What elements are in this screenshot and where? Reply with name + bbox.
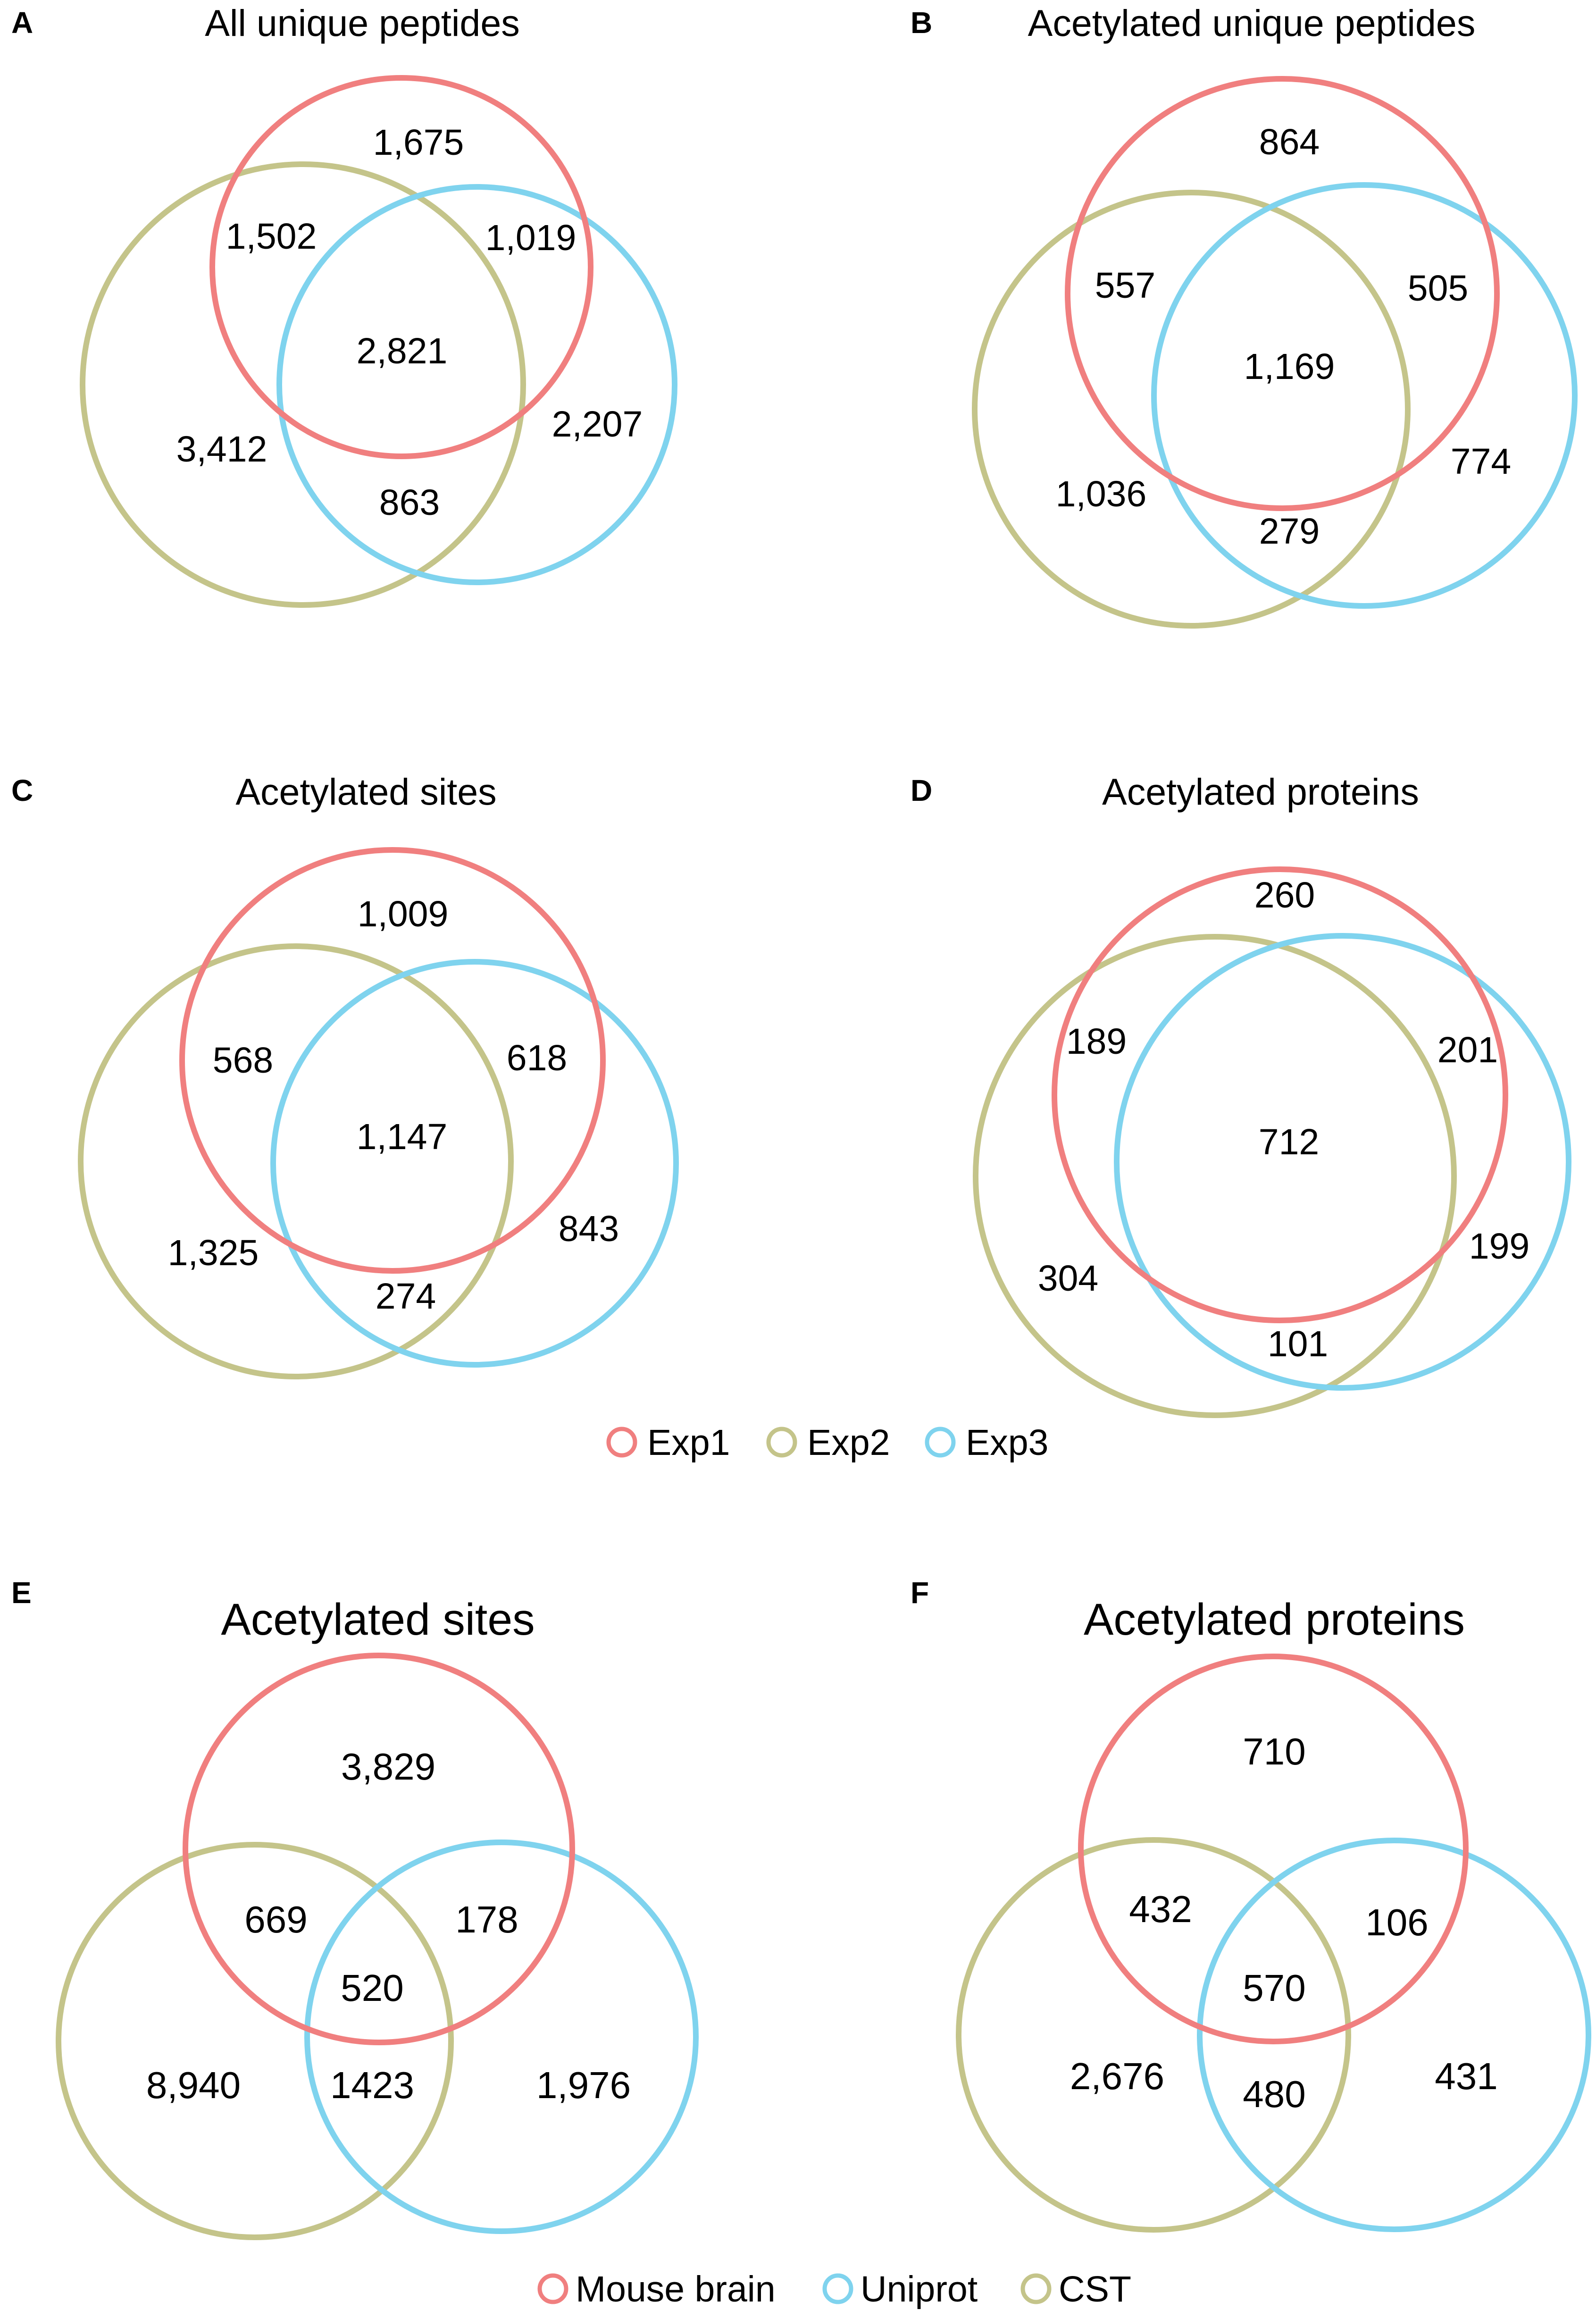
panel-f-circle-uniprot	[1197, 1838, 1591, 2232]
panel-label-d: D	[911, 773, 932, 807]
panel-b-exp2-only: 1,036	[1056, 474, 1147, 514]
panel-d-exp3-only: 199	[1469, 1226, 1529, 1267]
panel-c-all-three: 1,147	[357, 1117, 448, 1157]
panel-c-circle-exp3	[270, 959, 679, 1368]
panel-e-uniprot-only: 1,976	[536, 2064, 631, 2106]
legend-uniprot-marker	[822, 2273, 853, 2304]
panel-d-exp2-only: 304	[1038, 1258, 1098, 1299]
panel-a-exp2-exp3: 863	[379, 482, 440, 523]
legend-exp2-marker	[766, 1427, 797, 1458]
legend-source: Mouse brain Uniprot CST	[537, 2269, 1131, 2310]
panel-d-exp2-exp3: 101	[1268, 1324, 1328, 1364]
panel-b-exp3-only: 774	[1451, 441, 1511, 482]
panel-e-mouse-uniprot: 178	[455, 1898, 518, 1940]
panel-a-exp1-exp3: 1,019	[485, 218, 577, 258]
panel-label-b: B	[911, 6, 932, 40]
panel-e-circle-mouse	[183, 1653, 575, 2045]
panel-a: A All unique peptides 1,675 1,502 1,019 …	[11, 2, 677, 608]
panel-c-exp3-only: 843	[559, 1209, 619, 1249]
panel-c-exp2-exp3: 274	[376, 1276, 436, 1317]
panel-c-exp1-exp3: 618	[507, 1038, 567, 1078]
panel-d: D Acetylated proteins 260 189 201 712 30…	[911, 771, 1571, 1418]
legend-exp3-label: Exp3	[966, 1422, 1049, 1463]
panel-e-title: Acetylated sites	[221, 1595, 535, 1645]
panel-b-exp1-exp3: 505	[1408, 268, 1468, 309]
panel-d-circle-exp1	[1052, 866, 1508, 1323]
panel-a-exp3-only: 2,207	[552, 404, 643, 445]
panel-f-cst-only: 2,676	[1070, 2055, 1164, 2097]
panel-b-circle-exp2	[972, 190, 1411, 629]
panel-f-mouse-cst: 432	[1129, 1888, 1192, 1930]
panel-e-circle-uniprot	[304, 1840, 699, 2234]
panel-d-exp1-exp2: 189	[1066, 1021, 1127, 1062]
panel-e: E Acetylated sites 3,829 669 178 520 8,9…	[11, 1576, 699, 2240]
panel-label-c: C	[11, 773, 33, 807]
panel-f-uniprot-only: 431	[1435, 2055, 1497, 2097]
panel-e-circle-cst	[56, 1842, 454, 2240]
panel-f-circle-cst	[956, 1837, 1351, 2233]
panel-c-circle-exp1	[179, 847, 606, 1274]
panel-a-circle-exp2	[80, 161, 526, 608]
panel-a-exp2-only: 3,412	[176, 429, 267, 470]
panel-label-f: F	[911, 1576, 929, 1610]
legend-exp3-marker	[925, 1427, 956, 1458]
panel-a-all-three: 2,821	[357, 331, 448, 371]
panel-f-circle-mouse	[1078, 1654, 1469, 2044]
legend-cst-marker	[1020, 2273, 1052, 2304]
legend-exp2-label: Exp2	[807, 1422, 890, 1463]
panel-e-cst-only: 8,940	[146, 2064, 241, 2106]
panel-a-title: All unique peptides	[205, 2, 520, 44]
panel-f: F Acetylated proteins 710 432 106 570 2,…	[911, 1576, 1591, 2233]
panel-c-exp1-only: 1,009	[358, 894, 449, 934]
panel-c-exp1-exp2: 568	[213, 1040, 273, 1081]
panel-c: C Acetylated sites 1,009 568 618 1,147 1…	[11, 771, 679, 1379]
panel-label-a: A	[11, 6, 33, 40]
panel-b-circle-exp3	[1151, 182, 1578, 609]
panel-b-circle-exp1	[1065, 76, 1500, 511]
panel-b-exp1-exp2: 557	[1095, 265, 1155, 306]
panel-e-all-three: 520	[341, 1967, 403, 2009]
legend-mouse-brain-label: Mouse brain	[576, 2269, 776, 2310]
legend-mouse-brain-marker	[537, 2273, 568, 2304]
panel-d-exp1-exp3: 201	[1437, 1030, 1498, 1070]
panel-b-title: Acetylated unique peptides	[1028, 2, 1476, 44]
panel-e-mouse-only: 3,829	[341, 1746, 435, 1788]
panel-a-exp1-only: 1,675	[373, 122, 464, 163]
panel-f-mouse-only: 710	[1243, 1730, 1305, 1772]
legend-exp: Exp1 Exp2 Exp3	[606, 1422, 1049, 1463]
panel-f-title: Acetylated proteins	[1084, 1595, 1465, 1645]
panel-a-exp1-exp2: 1,502	[226, 216, 317, 257]
panel-c-title: Acetylated sites	[235, 771, 496, 813]
legend-uniprot-label: Uniprot	[861, 2269, 978, 2310]
panel-c-exp2-only: 1,325	[168, 1233, 259, 1273]
panel-d-exp1-only: 260	[1254, 875, 1315, 916]
legend-exp1-marker	[606, 1427, 637, 1458]
legend-cst-label: CST	[1059, 2269, 1131, 2310]
panel-f-cst-uniprot: 480	[1243, 2073, 1305, 2115]
panel-b-exp2-exp3: 279	[1259, 511, 1320, 552]
panel-d-title: Acetylated proteins	[1102, 771, 1419, 813]
panel-e-cst-uniprot: 1423	[330, 2064, 414, 2106]
panel-d-all-three: 712	[1259, 1122, 1319, 1162]
panel-e-mouse-cst: 669	[244, 1898, 307, 1940]
panel-label-e: E	[11, 1576, 32, 1610]
panel-b: B Acetylated unique peptides 864 557 505…	[911, 2, 1578, 629]
panel-d-circle-exp3	[1114, 933, 1571, 1391]
legend-exp1-label: Exp1	[647, 1422, 730, 1463]
panel-f-all-three: 570	[1243, 1967, 1305, 2009]
panel-a-circle-exp3	[276, 184, 677, 585]
panel-b-all-three: 1,169	[1244, 346, 1335, 387]
panel-a-circle-exp1	[209, 75, 593, 459]
panel-c-circle-exp2	[78, 943, 514, 1379]
panel-d-circle-exp2	[973, 934, 1457, 1418]
panel-b-exp1-only: 864	[1259, 122, 1320, 162]
panel-f-mouse-uniprot: 106	[1365, 1901, 1428, 1943]
